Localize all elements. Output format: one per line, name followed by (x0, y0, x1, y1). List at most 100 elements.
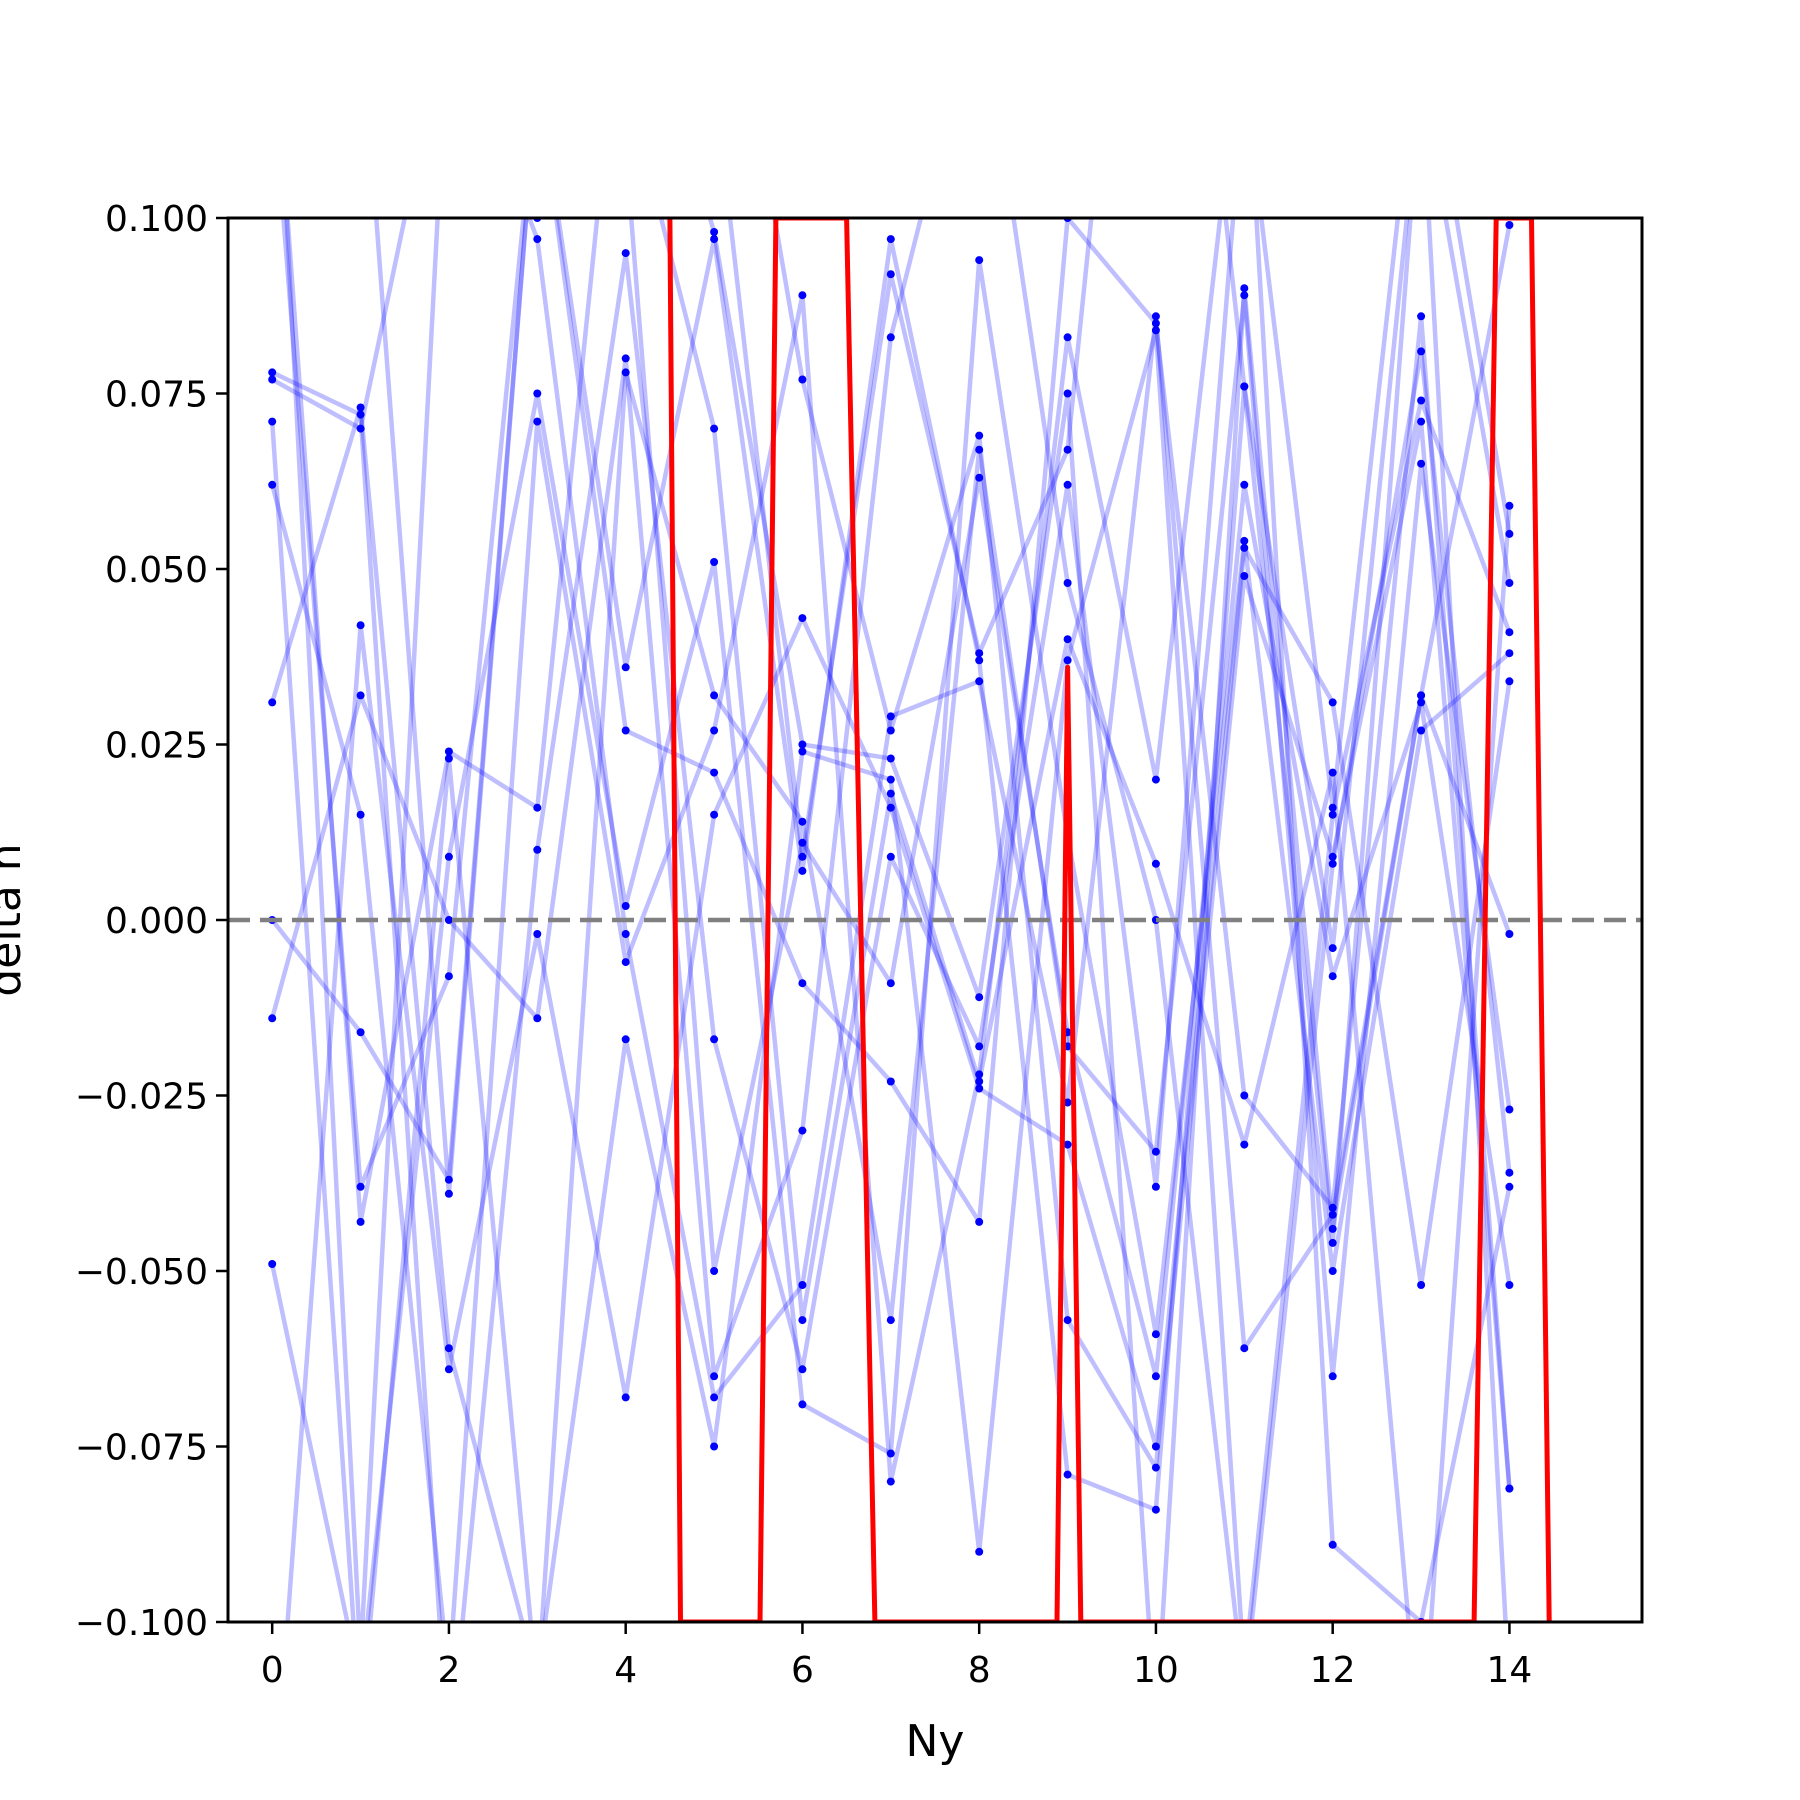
y-axis-label: delta n (0, 843, 31, 996)
trajectory-point (1240, 382, 1249, 391)
trajectory-point (975, 1070, 984, 1079)
trajectory-point (975, 656, 984, 665)
trajectory-point (798, 747, 807, 756)
trajectory-point (356, 621, 365, 630)
x-tick-label: 2 (437, 1650, 460, 1691)
trajectory-point (710, 235, 719, 244)
trajectory-point (1505, 579, 1514, 587)
trajectory-point (975, 473, 984, 482)
trajectory-point (533, 803, 542, 812)
trajectory-point (356, 810, 365, 819)
trajectory-point (886, 803, 895, 812)
trajectory-point (622, 144, 630, 152)
trajectory-point (621, 354, 630, 363)
trajectory-point (1417, 459, 1426, 468)
trajectory-point (1417, 1281, 1426, 1289)
x-tick-label: 6 (791, 1650, 814, 1691)
trajectory-point (886, 235, 895, 244)
trajectory-point (1240, 536, 1249, 545)
trajectory-point (1417, 698, 1426, 707)
trajectory-point (710, 1442, 719, 1451)
trajectory-point (1328, 1540, 1337, 1549)
trajectory-point (798, 1365, 807, 1374)
trajectory-point (1240, 480, 1249, 489)
trajectory-point (622, 74, 630, 82)
trajectory-point (1328, 944, 1337, 953)
trajectory-point (444, 972, 453, 981)
trajectory-point (1151, 1442, 1160, 1451)
trajectory-point (621, 958, 630, 967)
x-axis: 0 2 4 6 8 10 12 14 (261, 1622, 1532, 1691)
trajectory-point (268, 417, 277, 426)
trajectory-point (1505, 628, 1514, 637)
trajectory-point (798, 866, 807, 875)
trajectory-point (357, 3, 365, 11)
trajectory-point (1063, 1316, 1072, 1325)
trajectory-point (798, 291, 807, 300)
trajectory-point (533, 389, 542, 398)
trajectory-point (1417, 417, 1426, 426)
trajectory-point (621, 663, 630, 672)
trajectory-line (269, 292, 1512, 1622)
trajectory-point (1240, 3, 1248, 11)
trajectory-point (268, 480, 277, 489)
trajectory-point (1063, 656, 1072, 665)
trajectory-point (357, 1723, 365, 1731)
y-tick-label: −0.075 (75, 1428, 208, 1469)
trajectory-point (1063, 389, 1072, 398)
trajectory-point (1505, 649, 1514, 658)
trajectory-point (1063, 445, 1072, 454)
y-tick-label: −0.100 (75, 1603, 208, 1644)
trajectory-point (1417, 74, 1425, 82)
trajectory-point (975, 1042, 984, 1051)
trajectory-point (357, 1681, 365, 1689)
trajectory-point (975, 649, 984, 658)
trajectory-point (268, 375, 277, 384)
trajectory-point (798, 1400, 807, 1409)
trajectory-point (1151, 1463, 1160, 1472)
trajectory-point (975, 1217, 984, 1226)
trajectory-point (1417, 396, 1426, 405)
trajectory-point (798, 979, 807, 988)
trajectory-point (1328, 1372, 1337, 1381)
trajectory-point (1328, 1210, 1337, 1219)
trajectory-point (444, 747, 453, 756)
x-tick-label: 12 (1310, 1650, 1356, 1691)
trajectory-point (1417, 691, 1426, 700)
trajectory-point (622, 3, 630, 11)
trajectory-point (710, 768, 719, 777)
trajectory-point (798, 1126, 807, 1135)
trajectory-point (444, 852, 453, 861)
trajectory-point (533, 74, 541, 82)
trajectory-point (1328, 698, 1337, 707)
trajectory-point (1328, 972, 1337, 981)
trajectory-point (1417, 726, 1426, 735)
trajectory-point (1505, 1105, 1514, 1114)
trajectory-point (1328, 859, 1337, 868)
trajectory-point (798, 817, 807, 826)
trajectory-point (1240, 1091, 1249, 1100)
trajectory-point (1417, 74, 1425, 82)
trajectory-point (533, 1014, 542, 1023)
trajectory-point (798, 375, 807, 384)
trajectory-point (1328, 852, 1337, 861)
trajectory-point (1328, 1238, 1337, 1247)
trajectory-point (1328, 1224, 1337, 1233)
trajectory-point (1151, 312, 1160, 321)
trajectory-point (268, 74, 276, 82)
trajectory-point (886, 1477, 895, 1486)
trajectory-point (1240, 572, 1249, 580)
trajectory-point (356, 403, 365, 412)
trajectory-point (356, 410, 365, 419)
trajectory-point (533, 74, 541, 82)
trajectory-point (444, 1175, 453, 1184)
trajectory-point (1151, 1372, 1160, 1381)
trajectory-point (798, 852, 807, 861)
trajectory-point (621, 930, 630, 938)
trajectory-point (975, 1547, 984, 1556)
trajectory-point (798, 740, 807, 749)
trajectory-point (1063, 1140, 1072, 1149)
trajectory-point (1151, 1147, 1160, 1156)
trajectory-point (533, 930, 542, 938)
y-tick-label: −0.050 (75, 1252, 208, 1293)
